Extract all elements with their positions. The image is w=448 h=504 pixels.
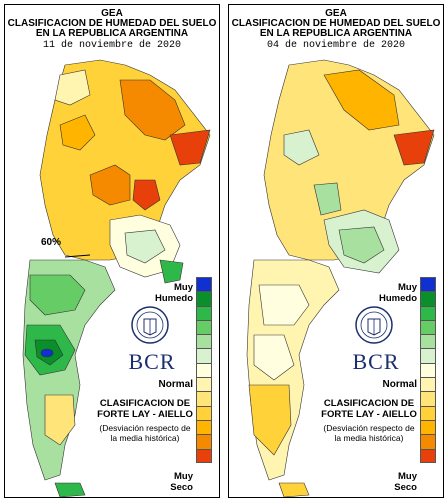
legend-swatch xyxy=(196,319,212,335)
map-title-line2: EN LA REPUBLICA ARGENTINA xyxy=(35,28,189,39)
map-title-line1: CLASIFICACION DE HUMEDAD DEL SUELO xyxy=(231,18,441,29)
legend-label-humedo: Muy Humedo xyxy=(379,282,417,304)
legend-label-normal: Normal xyxy=(382,379,417,390)
map-date: 11 de noviembre de 2020 xyxy=(42,40,182,51)
classification-label: CLASIFICACION DE FORTE LAY - AIELLO xyxy=(321,398,417,420)
bcr-seal-icon xyxy=(131,306,169,344)
legend-label-humedo: Muy Humedo xyxy=(155,282,193,304)
legend-swatch xyxy=(420,405,436,420)
legend-swatch xyxy=(420,291,436,306)
legend-swatch xyxy=(196,348,212,363)
map-title-line1: CLASIFICACION DE HUMEDAD DEL SUELO xyxy=(7,18,217,29)
legend-swatch xyxy=(196,434,212,449)
legend-label-seco: Muy Seco xyxy=(170,471,193,493)
bcr-brand: BCR xyxy=(352,349,400,374)
legend-swatch xyxy=(420,305,436,320)
bcr-seal-icon xyxy=(355,306,393,344)
map-panel-left: GEA CLASIFICACION DE HUMEDAD DEL SUELO E… xyxy=(4,4,220,498)
legend-swatch xyxy=(196,419,212,435)
legend-swatch xyxy=(420,348,436,363)
color-legend xyxy=(420,277,436,463)
legend-swatch xyxy=(420,377,436,392)
legend-swatch xyxy=(196,391,212,406)
legend-swatch xyxy=(420,448,436,463)
org-label: GEA xyxy=(325,8,347,19)
bcr-brand: BCR xyxy=(128,349,176,374)
percentage-annotation: 60% xyxy=(41,237,62,248)
soil-moisture-map-right xyxy=(246,59,435,497)
legend-label-seco: Muy Seco xyxy=(394,471,417,493)
legend-swatch xyxy=(196,334,212,349)
deviation-note: (Desviación respecto de la media históri… xyxy=(99,423,191,443)
legend-swatch xyxy=(420,319,436,335)
soil-moisture-map-left xyxy=(22,59,211,497)
classification-label: CLASIFICACION DE FORTE LAY - AIELLO xyxy=(97,398,193,420)
legend-swatch xyxy=(420,391,436,406)
legend-swatch xyxy=(196,305,212,320)
legend-swatch xyxy=(196,362,212,378)
legend-swatch xyxy=(420,277,436,292)
legend-swatch xyxy=(420,362,436,378)
color-legend xyxy=(196,277,212,463)
deviation-note: (Desviación respecto de la media históri… xyxy=(323,423,415,443)
legend-swatch xyxy=(196,448,212,463)
map-title-line2: EN LA REPUBLICA ARGENTINA xyxy=(259,28,413,39)
legend-swatch xyxy=(420,419,436,435)
map-date: 04 de noviembre de 2020 xyxy=(266,40,406,51)
legend-swatch xyxy=(196,291,212,306)
legend-label-normal: Normal xyxy=(158,379,193,390)
map-panel-right: GEA CLASIFICACION DE HUMEDAD DEL SUELO E… xyxy=(228,4,444,498)
legend-swatch xyxy=(196,277,212,292)
legend-swatch xyxy=(420,434,436,449)
legend-swatch xyxy=(420,334,436,349)
legend-swatch xyxy=(196,405,212,420)
org-label: GEA xyxy=(101,8,123,19)
legend-swatch xyxy=(196,377,212,392)
